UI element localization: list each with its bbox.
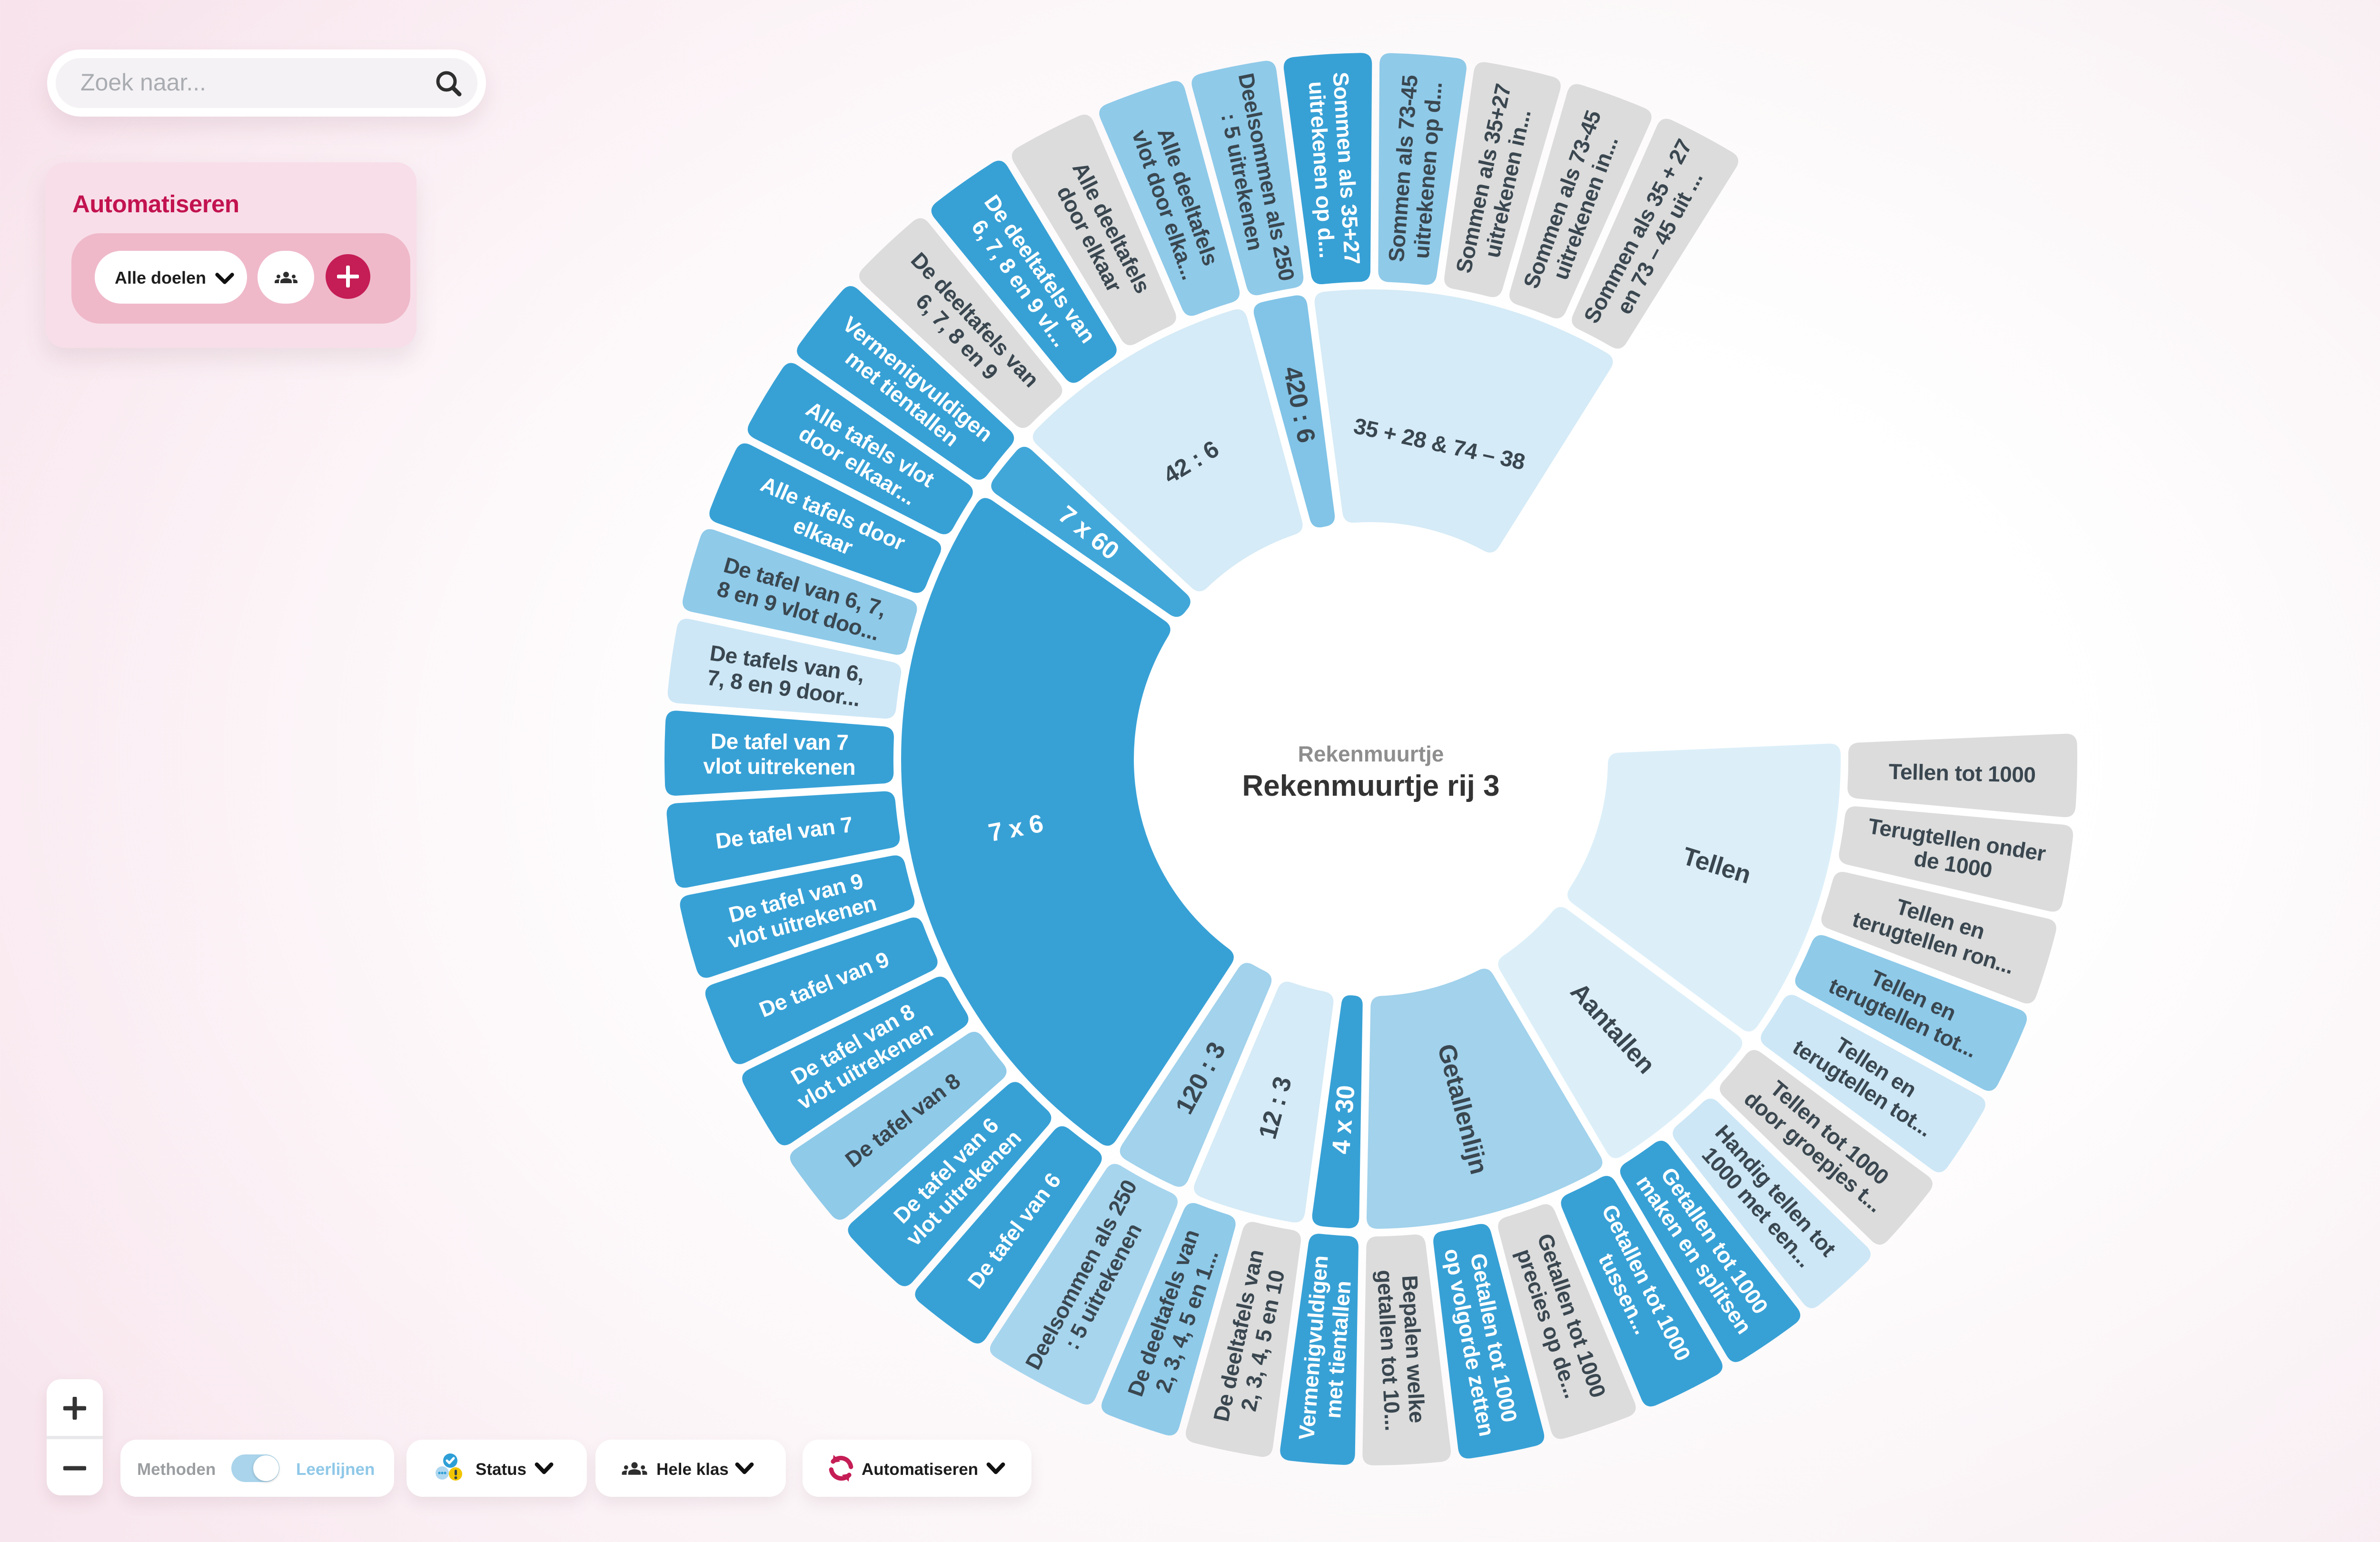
svg-text:Tellen tot 1000: Tellen tot 1000 xyxy=(1888,759,2036,787)
svg-text:Rekenmuurtje rij 3: Rekenmuurtje rij 3 xyxy=(1242,770,1500,802)
svg-text:4 x 30: 4 x 30 xyxy=(1327,1085,1360,1155)
svg-text:Bepalen welkegetallen tot 10..: Bepalen welkegetallen tot 10... xyxy=(1372,1268,1430,1432)
svg-text:Rekenmuurtje: Rekenmuurtje xyxy=(1298,741,1444,766)
